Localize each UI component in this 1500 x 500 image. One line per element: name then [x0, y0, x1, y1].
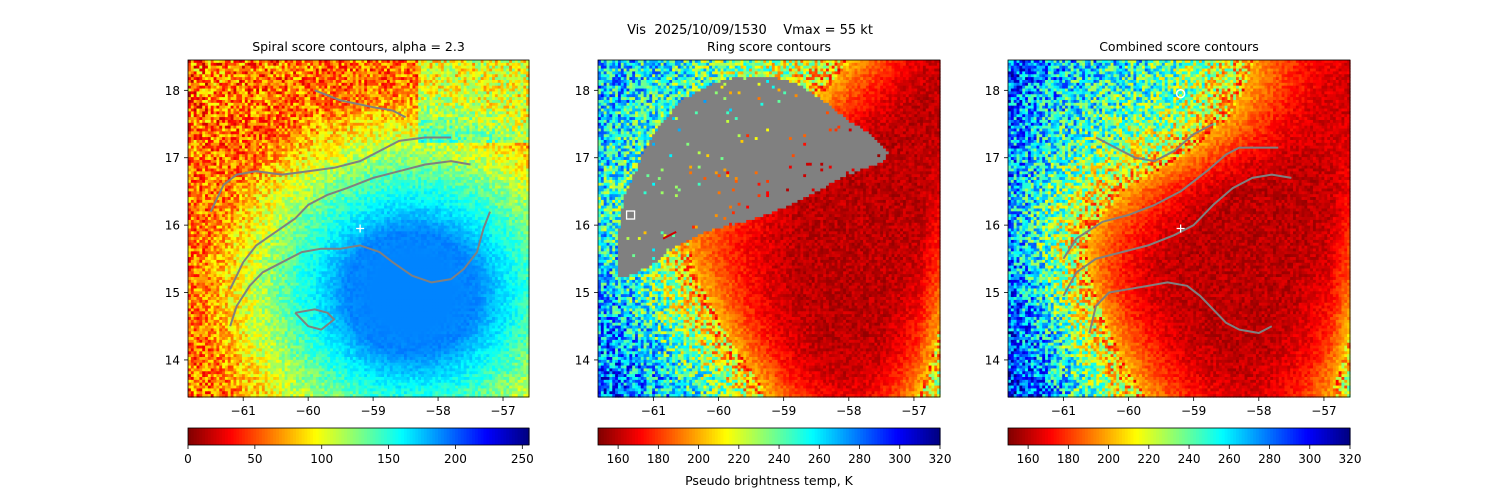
colorbar-tick-label: 250: [511, 452, 534, 466]
colorbar-tick-label: 200: [1097, 452, 1120, 466]
contour-line-1: [1088, 281, 1273, 334]
colorbar-tick-label: 200: [444, 452, 467, 466]
colorbar-frame: [1007, 427, 1351, 446]
y-tick-label: 18: [575, 84, 590, 98]
colorbar-tick-label: 180: [1057, 452, 1080, 466]
x-tick-label: −57: [1311, 404, 1336, 418]
x-tick-label: −60: [295, 404, 320, 418]
axes-frame: [597, 59, 941, 398]
colorbar-tick-label: 300: [1298, 452, 1321, 466]
panel-title: Spiral score contours, alpha = 2.3: [252, 39, 465, 54]
heatmap-image: [598, 60, 941, 398]
y-tick-label: 14: [165, 353, 180, 367]
colorbar-frame: [597, 427, 941, 446]
colorbar-tick-label: 0: [184, 452, 192, 466]
colorbar: 160 180 200 220 240 260 280 300 320 Pseudo bright…: [597, 427, 952, 488]
colorbar-tick-label: 180: [647, 452, 670, 466]
center-plus-marker: [356, 224, 365, 233]
axes-frame: [187, 59, 530, 398]
center-plus-marker: [1176, 224, 1185, 233]
colorbar: 160 180 200 220 240 260 280 300 320: [1007, 427, 1362, 466]
colorbar-tick-label: 100: [310, 452, 333, 466]
contour-line-5: [294, 308, 336, 331]
panel-title: Ring score contours: [707, 39, 831, 54]
y-tick-label: 17: [985, 151, 1000, 165]
x-tick-label: −61: [231, 404, 256, 418]
y-tick-label: 14: [575, 353, 590, 367]
y-tick-label: 15: [165, 286, 180, 300]
y-tick-label: 18: [165, 84, 180, 98]
y-tick-label: 17: [575, 151, 590, 165]
colorbar-tick-label: 160: [1017, 452, 1040, 466]
colorbar: 0 50 100 150 200 250: [184, 427, 534, 466]
contour-line-1: [662, 231, 677, 240]
y-tick-label: 16: [575, 219, 590, 233]
colorbar-label: Pseudo brightness temp, K: [685, 473, 854, 488]
axes-frame: [1007, 59, 1351, 398]
contour-line-4: [1095, 123, 1214, 163]
center-circle-marker: [1175, 88, 1186, 99]
x-tick-label: −61: [1051, 404, 1076, 418]
colorbar-tick-label: 280: [1258, 452, 1281, 466]
x-tick-label: −60: [706, 404, 731, 418]
x-tick-label: −59: [1181, 404, 1206, 418]
colorbar-tick-label: 220: [727, 452, 750, 466]
colorbar-tick-label: 300: [888, 452, 911, 466]
y-tick-label: 18: [985, 84, 1000, 98]
x-tick-label: −59: [360, 404, 385, 418]
x-tick-label: −59: [771, 404, 796, 418]
x-tick-label: −58: [1246, 404, 1271, 418]
y-tick-label: 15: [575, 286, 590, 300]
y-tick-label: 14: [985, 353, 1000, 367]
contour-line-4: [314, 89, 407, 119]
colorbar-tick-label: 220: [1137, 452, 1160, 466]
colorbar-tick-label: 280: [848, 452, 871, 466]
colorbar-frame: [187, 427, 530, 446]
colorbar-tick-label: 240: [1178, 452, 1201, 466]
colorbar-tick-label: 320: [929, 452, 952, 466]
center-square-marker: [625, 210, 636, 220]
colorbar-tick-label: 320: [1339, 452, 1362, 466]
contour-line-1: [229, 160, 471, 290]
contour-line-2: [209, 136, 452, 213]
colorbar-tick-label: 260: [1218, 452, 1241, 466]
figure-suptitle: Vis 2025/10/09/1530 Vmax = 55 kt: [0, 24, 1500, 38]
x-tick-label: −58: [425, 404, 450, 418]
y-tick-label: 17: [165, 151, 180, 165]
contour-line-3: [1062, 146, 1279, 260]
colorbar-tick-label: 150: [377, 452, 400, 466]
colorbar-tick-label: 50: [247, 452, 262, 466]
x-tick-label: −57: [901, 404, 926, 418]
x-tick-label: −61: [641, 404, 666, 418]
contour-line-2: [1062, 173, 1292, 297]
y-tick-label: 16: [985, 219, 1000, 233]
contour-line-3: [229, 211, 491, 327]
x-tick-label: −60: [1116, 404, 1141, 418]
x-tick-label: −57: [490, 404, 515, 418]
panel-3: Combined score contours −61 −60 −59 −58 −57 14…: [985, 39, 1362, 466]
heatmap-image: [1008, 60, 1351, 398]
y-tick-label: 16: [165, 219, 180, 233]
y-tick-label: 15: [985, 286, 1000, 300]
panel-1: Spiral score contours, alpha = 2.3 −61 −60…: [165, 39, 534, 466]
x-tick-label: −58: [836, 404, 861, 418]
heatmap-image: [188, 60, 530, 398]
colorbar-tick-label: 260: [808, 452, 831, 466]
panel-2: Ring score contours −61 −60 −59 −58 −57 14 15 16…: [575, 39, 952, 488]
colorbar-tick-label: 160: [607, 452, 630, 466]
colorbar-tick-label: 240: [768, 452, 791, 466]
panel-title: Combined score contours: [1099, 39, 1259, 54]
colorbar-tick-label: 200: [687, 452, 710, 466]
